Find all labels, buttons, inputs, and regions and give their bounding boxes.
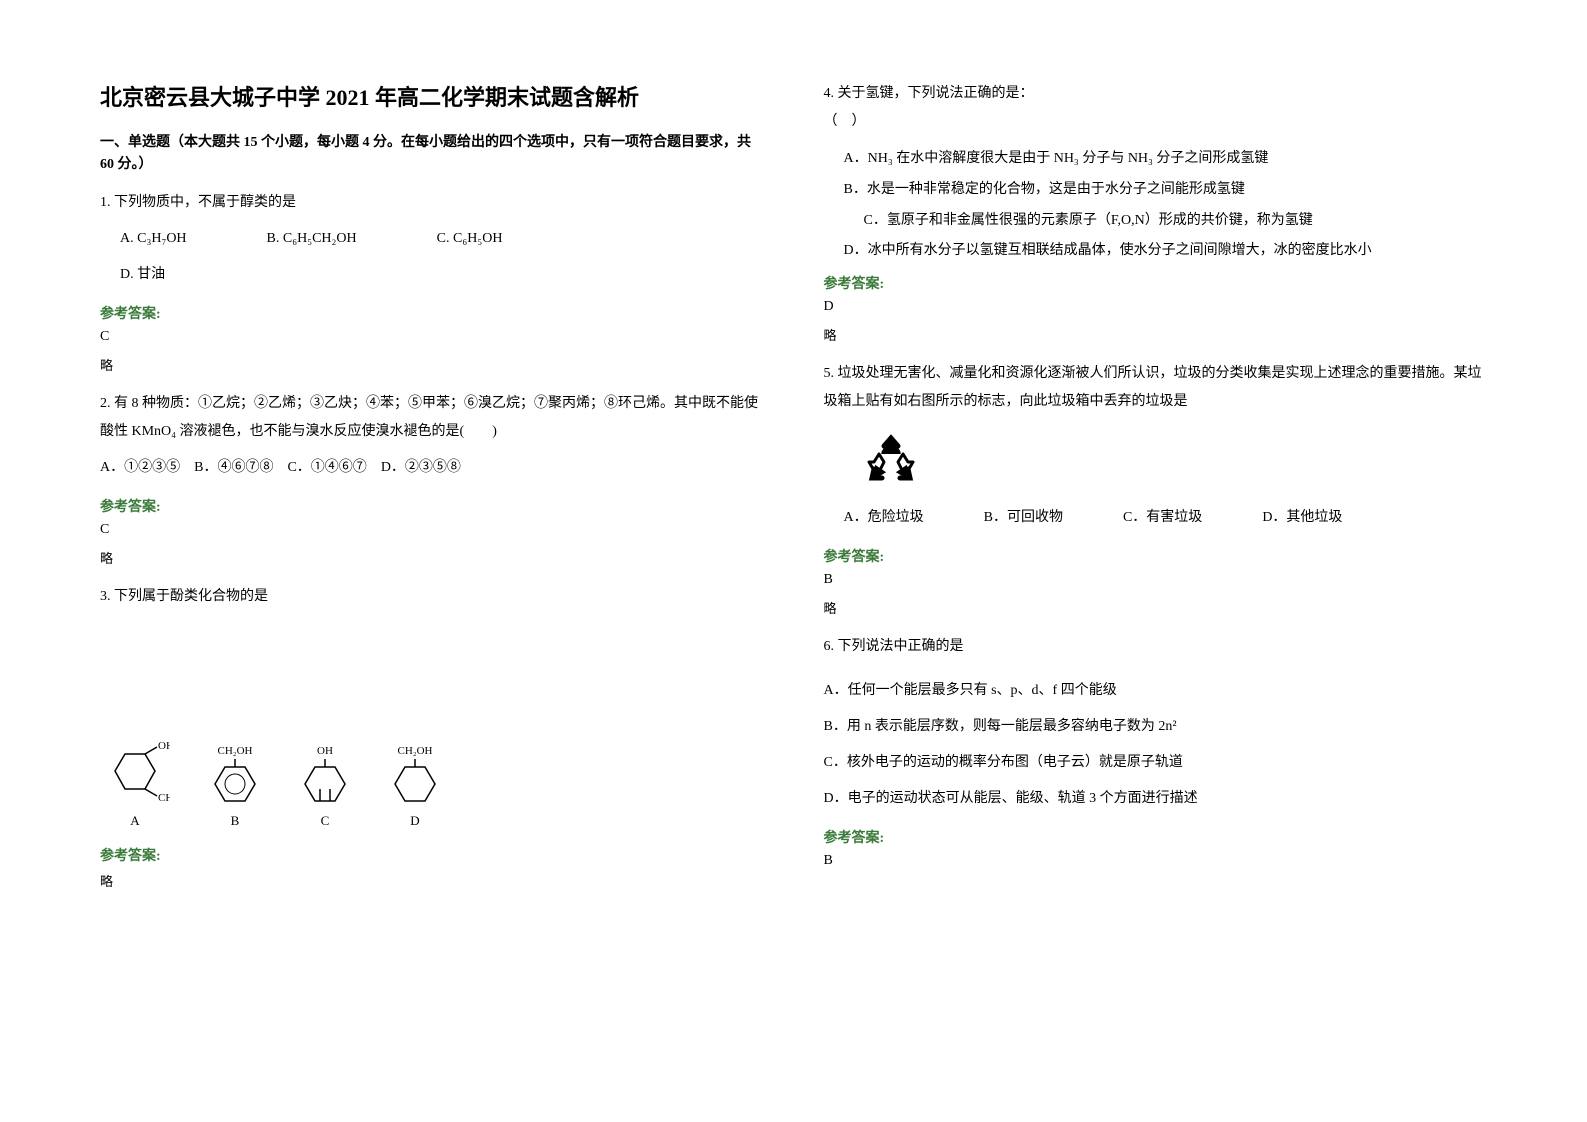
left-column: 北京密云县大城子中学 2021 年高二化学期末试题含解析 一、单选题（本大题共 …: [100, 80, 764, 1042]
q3-note: 略: [100, 871, 764, 890]
q3-text: 3. 下列属于酚类化合物的是: [100, 583, 764, 611]
q3-labelC: C: [321, 813, 330, 829]
label-oh: OH: [158, 740, 170, 752]
q6-text: 6. 下列说法中正确的是: [824, 633, 1488, 661]
q4-optC: C．氢原子和非金属性很强的元素原子（F,O,N）形成的共价键，称为氢键: [824, 206, 1488, 237]
structure-B: CH₂OH B: [210, 745, 260, 829]
q6-answer: B: [824, 853, 1488, 869]
q6-answer-label: 参考答案:: [824, 827, 1488, 847]
q5-optC: C．有害垃圾: [1123, 504, 1202, 532]
q2-optA: A．①②③⑤: [100, 460, 180, 475]
q1-text: 1. 下列物质中，不属于醇类的是: [100, 189, 764, 217]
q6-optA: A．任何一个能层最多只有 s、p、d、f 四个能级: [824, 677, 1488, 705]
structure-C: OH C: [300, 745, 350, 829]
q6-optD: D．电子的运动状态可从能层、能级、轨道 3 个方面进行描述: [824, 785, 1488, 813]
q5-text: 5. 垃圾处理无害化、减量化和资源化逐渐被人们所认识，垃圾的分类收集是实现上述理…: [824, 360, 1488, 416]
q5-options: A．危险垃圾 B．可回收物 C．有害垃圾 D．其他垃圾: [824, 504, 1488, 532]
q4-answer: D: [824, 299, 1488, 315]
q1-optD: D. 甘油: [100, 261, 764, 289]
q5-answer-label: 参考答案:: [824, 546, 1488, 566]
q3-answer-label: 参考答案:: [100, 845, 764, 865]
q1-optA: A. C₃H₇OH: [120, 225, 187, 253]
label-ch2oh-d: CH₂OH: [397, 745, 432, 757]
q4-note: 略: [824, 325, 1488, 344]
q2-note: 略: [100, 548, 764, 567]
q3-labelA: A: [130, 813, 139, 829]
right-column: 4. 关于氢键，下列说法正确的是： （ ） A．NH₃ 在水中溶解度很大是由于 …: [824, 80, 1488, 1042]
recycle-icon: [864, 434, 1488, 494]
label-ch2oh-b: CH₂OH: [217, 745, 252, 757]
q5-note: 略: [824, 598, 1488, 617]
q5-optD: D．其他垃圾: [1262, 504, 1342, 532]
q6-optC: C．核外电子的运动的概率分布图（电子云）就是原子轨道: [824, 749, 1488, 777]
page-title: 北京密云县大城子中学 2021 年高二化学期末试题含解析: [100, 80, 764, 112]
hexagon-icon: [390, 759, 440, 809]
q2-answer: C: [100, 522, 764, 538]
q1-answer: C: [100, 329, 764, 345]
q2-optD: D．②③⑤⑧: [381, 460, 461, 475]
q4-optA: A．NH₃ 在水中溶解度很大是由于 NH₃ 分子与 NH₃ 分子之间形成氢键: [824, 144, 1488, 175]
label-ch3: CH₃: [158, 792, 170, 804]
q2-optB: B．④⑥⑦⑧: [194, 460, 273, 475]
benzene-icon: [300, 759, 350, 809]
q2-text: 2. 有 8 种物质：①乙烷；②乙烯；③乙炔；④苯；⑤甲苯；⑥溴乙烷；⑦聚丙烯；…: [100, 390, 764, 446]
q3-labelB: B: [231, 813, 240, 829]
q5-optA: A．危险垃圾: [844, 504, 924, 532]
q2-optC: C．①④⑥⑦: [287, 460, 366, 475]
q1-note: 略: [100, 355, 764, 374]
q4-text: 4. 关于氢键，下列说法正确的是： （ ）: [824, 80, 1488, 136]
q5-answer: B: [824, 572, 1488, 588]
benzene-icon: OH CH₃: [100, 739, 170, 809]
q3-structures: OH CH₃ A CH₂OH B OH C: [100, 739, 764, 829]
structure-D: CH₂OH D: [390, 745, 440, 829]
q1-optC: C. C₆H₅OH: [437, 225, 503, 253]
q1-answer-label: 参考答案:: [100, 303, 764, 323]
section-header: 一、单选题（本大题共 15 个小题，每小题 4 分。在每小题给出的四个选项中，只…: [100, 132, 764, 177]
q2-answer-label: 参考答案:: [100, 496, 764, 516]
q4-optB: B．水是一种非常稳定的化合物，这是由于水分子之间能形成氢键: [824, 175, 1488, 206]
q6-optB: B．用 n 表示能层序数，则每一能层最多容纳电子数为 2n²: [824, 713, 1488, 741]
q1-options-row1: A. C₃H₇OH B. C₆H₅CH₂OH C. C₆H₅OH: [100, 225, 764, 253]
structure-A: OH CH₃ A: [100, 739, 170, 829]
q4-answer-label: 参考答案:: [824, 273, 1488, 293]
q4-optD: D．冰中所有水分子以氢键互相联结成晶体，使水分子之间间隙增大，冰的密度比水小: [824, 236, 1488, 267]
q3-labelD: D: [410, 813, 419, 829]
benzene-icon: [210, 759, 260, 809]
q5-optB: B．可回收物: [984, 504, 1063, 532]
q1-optB: B. C₆H₅CH₂OH: [267, 225, 357, 253]
q2-options: A．①②③⑤ B．④⑥⑦⑧ C．①④⑥⑦ D．②③⑤⑧: [100, 454, 764, 482]
label-oh-c: OH: [317, 745, 333, 757]
